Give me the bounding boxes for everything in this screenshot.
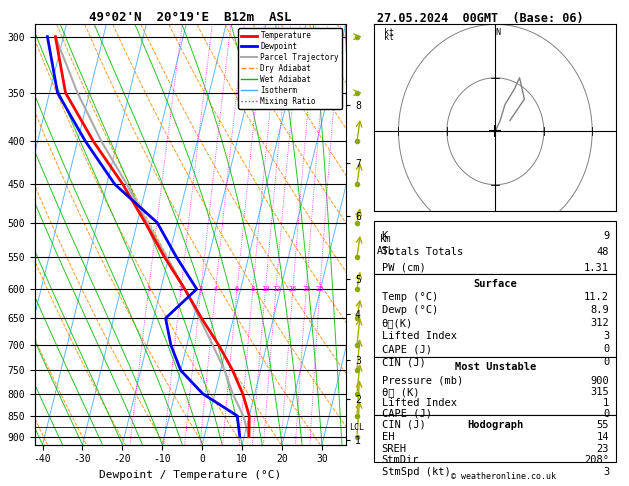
Text: Most Unstable: Most Unstable	[455, 362, 536, 372]
Text: kt: kt	[384, 28, 394, 37]
Bar	[374, 357, 616, 415]
Text: θᴇ(K): θᴇ(K)	[382, 318, 413, 329]
Text: Surface: Surface	[474, 279, 517, 289]
Text: StmSpd (kt): StmSpd (kt)	[382, 467, 450, 477]
Bar	[374, 274, 616, 357]
Text: 1: 1	[603, 398, 609, 408]
Text: 0: 0	[603, 345, 609, 354]
Text: 3: 3	[603, 467, 609, 477]
Bar	[374, 221, 616, 274]
Text: © weatheronline.co.uk: © weatheronline.co.uk	[451, 472, 555, 481]
Text: 312: 312	[591, 318, 609, 329]
Text: θᴇ (K): θᴇ (K)	[382, 387, 419, 397]
Text: N: N	[495, 28, 500, 37]
Text: 14: 14	[597, 432, 609, 442]
Text: EH: EH	[382, 432, 394, 442]
Text: kt: kt	[384, 34, 394, 42]
Text: Dewp (°C): Dewp (°C)	[382, 305, 438, 315]
Text: Hodograph: Hodograph	[467, 420, 523, 430]
Text: 4: 4	[213, 286, 218, 292]
Text: 208°: 208°	[584, 455, 609, 465]
Y-axis label: hPa: hPa	[0, 225, 2, 244]
Text: 27.05.2024  00GMT  (Base: 06): 27.05.2024 00GMT (Base: 06)	[377, 12, 584, 25]
Text: 55: 55	[597, 420, 609, 430]
Text: 20: 20	[302, 286, 311, 292]
Text: Lifted Index: Lifted Index	[382, 331, 457, 341]
Text: 3: 3	[199, 286, 203, 292]
Text: 2: 2	[179, 286, 183, 292]
Text: CIN (J): CIN (J)	[382, 357, 425, 367]
Text: 900: 900	[591, 376, 609, 386]
Text: 9: 9	[603, 231, 609, 241]
Text: StmDir: StmDir	[382, 455, 419, 465]
Text: Temp (°C): Temp (°C)	[382, 292, 438, 302]
Title: 49°02'N  20°19'E  B12m  ASL: 49°02'N 20°19'E B12m ASL	[89, 11, 291, 24]
Text: CAPE (J): CAPE (J)	[382, 409, 431, 419]
Text: 6: 6	[235, 286, 239, 292]
Y-axis label: km
ASL: km ASL	[377, 235, 394, 256]
Text: 3: 3	[603, 331, 609, 341]
Text: Pressure (mb): Pressure (mb)	[382, 376, 463, 386]
Text: 16: 16	[289, 286, 297, 292]
Text: 1.31: 1.31	[584, 263, 609, 273]
Text: 8.9: 8.9	[591, 305, 609, 315]
Text: 1: 1	[147, 286, 151, 292]
Text: 11.2: 11.2	[584, 292, 609, 302]
Text: Totals Totals: Totals Totals	[382, 247, 463, 257]
Text: 25: 25	[316, 286, 324, 292]
Text: 315: 315	[591, 387, 609, 397]
Text: K: K	[382, 231, 387, 241]
Text: 10: 10	[261, 286, 270, 292]
Text: 23: 23	[597, 444, 609, 454]
Text: 0: 0	[603, 409, 609, 419]
Text: CAPE (J): CAPE (J)	[382, 345, 431, 354]
Text: SREH: SREH	[382, 444, 406, 454]
Text: LCL: LCL	[349, 423, 364, 432]
Text: 48: 48	[597, 247, 609, 257]
Text: Lifted Index: Lifted Index	[382, 398, 457, 408]
X-axis label: Dewpoint / Temperature (°C): Dewpoint / Temperature (°C)	[99, 470, 281, 480]
Text: 12: 12	[272, 286, 280, 292]
Text: 8: 8	[251, 286, 255, 292]
Legend: Temperature, Dewpoint, Parcel Trajectory, Dry Adiabat, Wet Adiabat, Isotherm, Mi: Temperature, Dewpoint, Parcel Trajectory…	[238, 28, 342, 109]
Text: CIN (J): CIN (J)	[382, 420, 425, 430]
Bar	[374, 415, 616, 462]
Text: PW (cm): PW (cm)	[382, 263, 425, 273]
Text: 0: 0	[603, 357, 609, 367]
